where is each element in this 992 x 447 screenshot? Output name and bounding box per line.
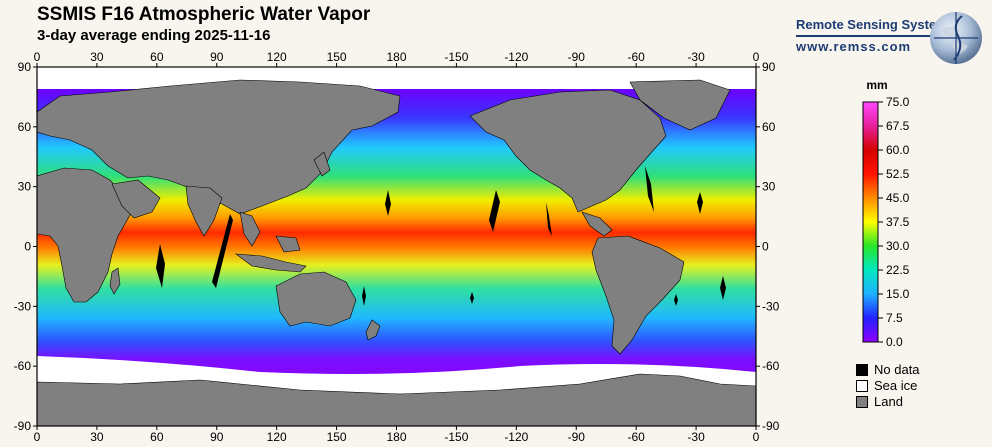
map-field (37, 67, 756, 426)
lat-tick-label-right: 90 (762, 60, 776, 74)
colorbar-tick-label: 67.5 (886, 119, 910, 133)
lat-ticks-left: 90 60 30 0 -30 -60 -90 (14, 60, 37, 433)
logo-underline (796, 35, 946, 37)
lon-tick-label-bottom: 120 (267, 430, 287, 444)
lat-tick-label-right: -60 (762, 359, 780, 373)
lon-tick-label-bottom: -30 (687, 430, 705, 444)
colorbar-tick-label: 22.5 (886, 263, 910, 277)
lon-tick-label-top: -90 (568, 50, 586, 64)
lat-tick-label-left: 30 (18, 180, 32, 194)
colorbar-tick-label: 15.0 (886, 287, 910, 301)
no-data-swatch (856, 364, 868, 376)
lon-tick-label-bottom: 60 (150, 430, 164, 444)
legend-label-no-data: No data (874, 362, 920, 377)
colorbar-tick-label: 37.5 (886, 215, 910, 229)
lat-tick-label-right: 0 (762, 240, 769, 254)
lon-tick-label-bottom: 90 (210, 430, 224, 444)
land-masses (37, 79, 756, 426)
lat-tick-label-right: 60 (762, 120, 776, 134)
lat-tick-label-right: 30 (762, 180, 776, 194)
lon-tick-label-top: -60 (627, 50, 645, 64)
lon-tick-label-bottom: 180 (386, 430, 406, 444)
lat-tick-label-right: -30 (762, 299, 780, 313)
lon-tick-label-top: 0 (753, 50, 760, 64)
colorbar-tick-label: 30.0 (886, 239, 910, 253)
lon-tick-label-top: 120 (267, 50, 287, 64)
lon-tick-label-bottom: 0 (753, 430, 760, 444)
lon-tick-label-top: -150 (444, 50, 468, 64)
lon-tick-label-top: 180 (386, 50, 406, 64)
colorbar-ticks: 75.0 67.5 60.0 52.5 45.0 37.5 30.0 22.5 15.0 7.5 0… (878, 95, 910, 349)
logo-name: Remote Sensing Systems (796, 17, 955, 32)
globe-icon (930, 12, 982, 64)
colorbar-tick-label: 52.5 (886, 167, 910, 181)
rss-logo[interactable]: Remote Sensing Systems www.remss.com (790, 10, 990, 68)
lon-tick-label-top: 90 (210, 50, 224, 64)
legend-label-sea-ice: Sea ice (874, 378, 918, 393)
colorbar-tick-label: 7.5 (886, 311, 903, 325)
lon-tick-label-bottom: -150 (444, 430, 468, 444)
lat-tick-label-left: -60 (14, 359, 32, 373)
sea-ice-swatch (856, 380, 868, 392)
page-title: SSMIS F16 Atmospheric Water Vapor (37, 4, 371, 25)
lon-tick-label-bottom: 150 (327, 430, 347, 444)
lat-tick-label-left: 90 (18, 60, 32, 74)
lon-tick-label-top: 60 (150, 50, 164, 64)
lat-tick-label-left: -30 (14, 299, 32, 313)
no-data-gaps (156, 166, 726, 306)
colorbar-unit: mm (866, 78, 887, 92)
lat-ticks-right: 90 60 30 0 -30 -60 -90 (756, 60, 780, 433)
land-swatch (856, 396, 868, 408)
lon-tick-label-bottom: -90 (568, 430, 586, 444)
colorbar-tick-label: 0.0 (886, 335, 903, 349)
lat-tick-label-right: -90 (762, 419, 780, 433)
lon-tick-label-top: 0 (34, 50, 41, 64)
lon-tick-label-top: 150 (327, 50, 347, 64)
logo-url[interactable]: www.remss.com (796, 39, 912, 54)
colorbar-tick-label: 60.0 (886, 143, 910, 157)
lon-tick-label-bottom: -120 (504, 430, 528, 444)
lon-tick-label-top: -120 (504, 50, 528, 64)
page-subtitle: 3-day average ending 2025-11-16 (37, 27, 271, 44)
lon-tick-label-top: -30 (687, 50, 705, 64)
lon-tick-label-top: 30 (90, 50, 104, 64)
lon-tick-label-bottom: 0 (34, 430, 41, 444)
lat-tick-label-left: 0 (24, 240, 31, 254)
colorbar-tick-label: 45.0 (886, 191, 910, 205)
lat-tick-label-left: -90 (14, 419, 32, 433)
lat-tick-label-left: 60 (18, 120, 32, 134)
lon-tick-label-bottom: 30 (90, 430, 104, 444)
lon-ticks-top: 0 30 60 90 120 150 180 -150 -120 -90 -60 -30 0 (34, 50, 760, 67)
colorbar-bar (862, 101, 879, 343)
lon-tick-label-bottom: -60 (627, 430, 645, 444)
legend-label-land: Land (874, 394, 903, 409)
colorbar-tick-label: 75.0 (886, 95, 910, 109)
lon-ticks-bottom: 0 30 60 90 120 150 180 -150 -120 -90 -60 -30 0 (34, 426, 760, 444)
